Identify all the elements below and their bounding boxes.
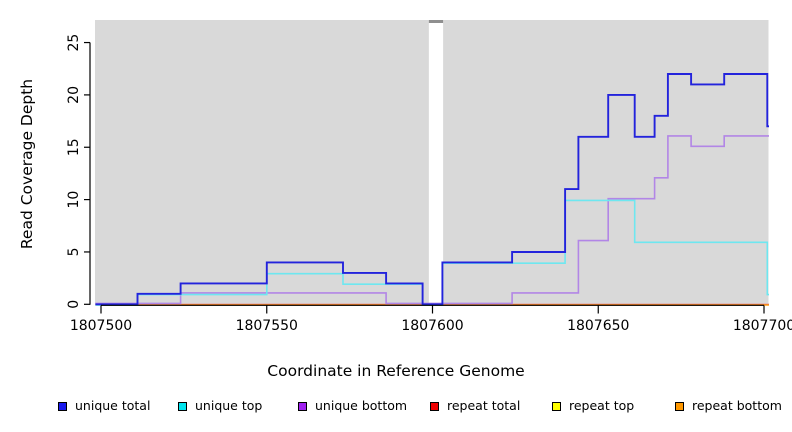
x-tick-label: 1807650 [567, 318, 629, 334]
legend-swatch-repeat-bottom [675, 401, 684, 411]
x-tick-label: 1807550 [236, 318, 298, 334]
legend-label: unique top [195, 398, 263, 413]
y-tick-label: 15 [66, 138, 82, 156]
coverage-gap-band [428, 20, 444, 304]
legend-label: repeat total [447, 398, 521, 413]
y-tick-label: 10 [66, 191, 82, 209]
legend-label: repeat bottom [692, 398, 782, 413]
legend-item-repeat-top: repeat top [552, 398, 634, 414]
legend-swatch-repeat-total [430, 401, 439, 411]
legend-label: unique bottom [315, 398, 408, 413]
legend-item-repeat-bottom: repeat bottom [675, 398, 782, 414]
legend-label: unique total [75, 398, 151, 413]
legend-swatch-repeat-top [552, 401, 561, 411]
x-tick-label: 1807600 [401, 318, 463, 334]
legend-item-unique-bottom: unique bottom [298, 398, 407, 414]
series-line-unique-bottom [95, 135, 769, 305]
legend-swatch-unique-top [178, 401, 187, 411]
legend: unique total unique top unique bottom repea… [0, 398, 792, 418]
legend-label: repeat top [569, 398, 635, 413]
y-tick-label: 20 [66, 86, 82, 104]
gap-band-top-cap [428, 20, 444, 23]
x-tick-label: 1807500 [70, 318, 132, 334]
y-tick-label: 5 [66, 247, 82, 256]
legend-swatch-unique-bottom [298, 401, 307, 411]
legend-item-repeat-total: repeat total [430, 398, 520, 414]
y-tick-label: 25 [66, 34, 82, 52]
y-tick-label: 0 [66, 300, 82, 309]
x-axis-title: Coordinate in Reference Genome [267, 362, 525, 380]
x-tick-label: 1807700 [733, 318, 792, 334]
series-line-unique-total [95, 73, 769, 306]
y-axis-title: Read Coverage Depth [18, 78, 36, 250]
legend-item-unique-top: unique top [178, 398, 262, 414]
legend-item-unique-total: unique total [58, 398, 150, 414]
legend-swatch-unique-total [58, 401, 67, 411]
